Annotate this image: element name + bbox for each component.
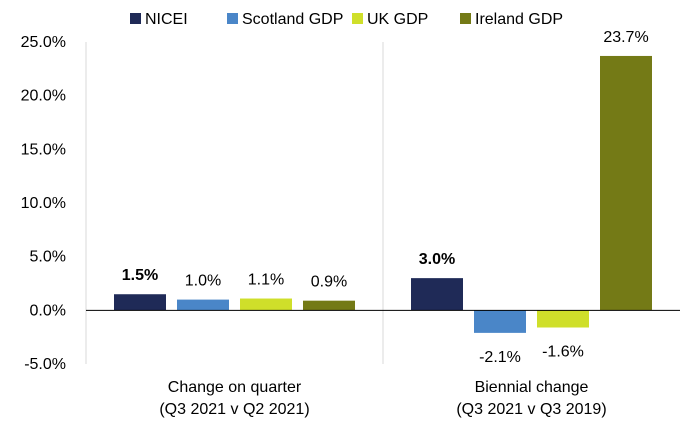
legend-swatch — [460, 13, 471, 24]
x-category-label: Change on quarter — [168, 379, 302, 396]
bar-scotland-gdp — [474, 310, 526, 333]
data-label: -1.6% — [542, 344, 584, 361]
legend-label: Ireland GDP — [475, 11, 563, 28]
x-category-label: (Q3 2021 v Q3 2019) — [456, 401, 606, 418]
legend-swatch — [352, 13, 363, 24]
bar-ireland-gdp — [303, 300, 355, 311]
bar-uk-gdp — [240, 298, 292, 311]
x-category-label: (Q3 2021 v Q2 2021) — [159, 401, 309, 418]
legend-label: NICEI — [145, 11, 188, 28]
legend-swatch — [130, 13, 141, 24]
legend-label: UK GDP — [367, 11, 428, 28]
bar-ireland-gdp — [600, 55, 652, 311]
y-tick-label: 15.0% — [21, 141, 66, 158]
data-label: -2.1% — [479, 349, 521, 366]
legend-swatch — [227, 13, 238, 24]
data-label: 0.9% — [311, 274, 347, 291]
y-tick-label: 10.0% — [21, 195, 66, 212]
y-tick-label: 20.0% — [21, 88, 66, 105]
y-tick-label: 25.0% — [21, 34, 66, 51]
y-tick-label: 5.0% — [30, 249, 66, 266]
bar-nicei — [114, 294, 166, 311]
legend-label: Scotland GDP — [242, 11, 343, 28]
data-label: 23.7% — [603, 29, 648, 46]
data-label: 3.0% — [419, 251, 455, 268]
data-label: 1.0% — [185, 273, 221, 290]
bar-scotland-gdp — [177, 299, 229, 311]
data-label: 1.1% — [248, 272, 284, 289]
y-tick-label: 0.0% — [30, 302, 66, 319]
y-tick-label: -5.0% — [24, 356, 66, 373]
bar-uk-gdp — [537, 310, 589, 328]
x-category-label: Biennial change — [475, 379, 589, 396]
bar-nicei — [411, 278, 463, 311]
data-label: 1.5% — [122, 267, 158, 284]
